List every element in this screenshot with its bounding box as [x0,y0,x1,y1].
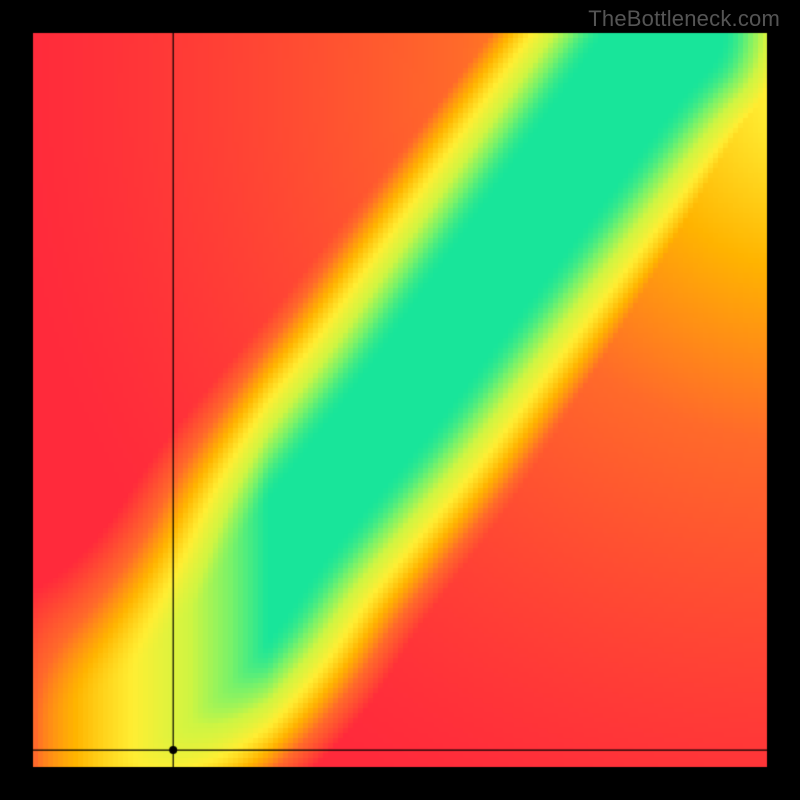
watermark-text: TheBottleneck.com [588,6,780,32]
chart-container: TheBottleneck.com [0,0,800,800]
heatmap-canvas [0,0,800,800]
